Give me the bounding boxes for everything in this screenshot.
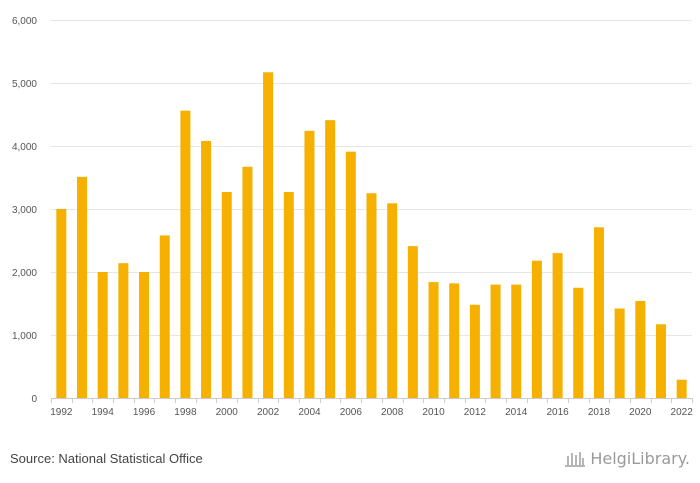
bar-2004 bbox=[304, 130, 315, 398]
x-tick-label: 2004 bbox=[298, 407, 321, 418]
bar-2003 bbox=[283, 191, 294, 398]
bar-2016 bbox=[552, 253, 563, 398]
helgilibrary-logo: HelgiLibrary. bbox=[564, 449, 690, 468]
building-icon bbox=[565, 451, 586, 467]
bar-2012 bbox=[469, 304, 480, 398]
bar-2015 bbox=[531, 260, 542, 398]
y-tick-label: 6,000 bbox=[12, 16, 37, 27]
x-tick-label: 1998 bbox=[174, 407, 197, 418]
x-axis-ticks bbox=[51, 398, 693, 403]
bar-1996 bbox=[139, 272, 150, 398]
bar-2007 bbox=[366, 193, 377, 398]
bar-2018 bbox=[593, 227, 604, 398]
y-tick-label: 3,000 bbox=[12, 205, 37, 216]
y-tick-label: 2,000 bbox=[12, 268, 37, 279]
bar-1999 bbox=[201, 140, 212, 398]
bar-1994 bbox=[97, 272, 108, 398]
bar-2014 bbox=[511, 284, 522, 398]
y-tick-label: 0 bbox=[31, 394, 37, 405]
bar-1992 bbox=[56, 209, 67, 398]
y-tick-label: 5,000 bbox=[12, 79, 37, 90]
x-tick-label: 2006 bbox=[340, 407, 363, 418]
bar-1995 bbox=[118, 263, 129, 398]
x-tick-label: 2022 bbox=[671, 407, 694, 418]
bar-2000 bbox=[221, 191, 232, 398]
bar-1998 bbox=[180, 110, 191, 398]
bar-2017 bbox=[573, 287, 584, 398]
x-tick-label: 2020 bbox=[629, 407, 652, 418]
logo-text: HelgiLibrary. bbox=[590, 449, 690, 468]
bar-2005 bbox=[325, 120, 336, 399]
bar-2013 bbox=[490, 284, 501, 398]
x-tick-label: 2016 bbox=[546, 407, 569, 418]
bar-2002 bbox=[263, 72, 274, 398]
bar-2006 bbox=[345, 151, 356, 398]
y-tick-label: 4,000 bbox=[12, 142, 37, 153]
bar-2009 bbox=[407, 246, 418, 398]
bar-1993 bbox=[77, 176, 88, 398]
bar-2020 bbox=[635, 300, 646, 398]
y-axis-labels: 0 1,000 2,000 3,000 4,000 5,000 6,000 bbox=[12, 16, 37, 405]
x-tick-label: 2010 bbox=[422, 407, 445, 418]
x-tick-label: 2000 bbox=[216, 407, 239, 418]
x-tick-label: 2012 bbox=[464, 407, 487, 418]
x-axis-labels: 1992 1994 1996 1998 2000 2002 2004 2006 2008 2010… bbox=[50, 407, 693, 418]
bar-2008 bbox=[387, 203, 398, 398]
bar-2021 bbox=[655, 324, 666, 398]
bar-2011 bbox=[449, 283, 460, 398]
bar-2010 bbox=[428, 282, 439, 398]
source-note: Source: National Statistical Office bbox=[10, 451, 203, 466]
y-tick-label: 1,000 bbox=[12, 331, 37, 342]
x-tick-label: 1996 bbox=[133, 407, 156, 418]
bar-2001 bbox=[242, 166, 253, 398]
bar-1997 bbox=[159, 235, 170, 398]
x-tick-label: 2008 bbox=[381, 407, 404, 418]
x-tick-label: 1992 bbox=[50, 407, 73, 418]
x-tick-label: 2002 bbox=[257, 407, 280, 418]
bar-chart: 0 1,000 2,000 3,000 4,000 5,000 6,000 1992 1994… bbox=[12, 16, 693, 418]
bars bbox=[56, 72, 687, 399]
x-tick-label: 2018 bbox=[588, 407, 611, 418]
x-tick-label: 2014 bbox=[505, 407, 528, 418]
x-tick-label: 1994 bbox=[92, 407, 115, 418]
bar-2022 bbox=[676, 379, 687, 398]
bar-2019 bbox=[614, 308, 625, 398]
